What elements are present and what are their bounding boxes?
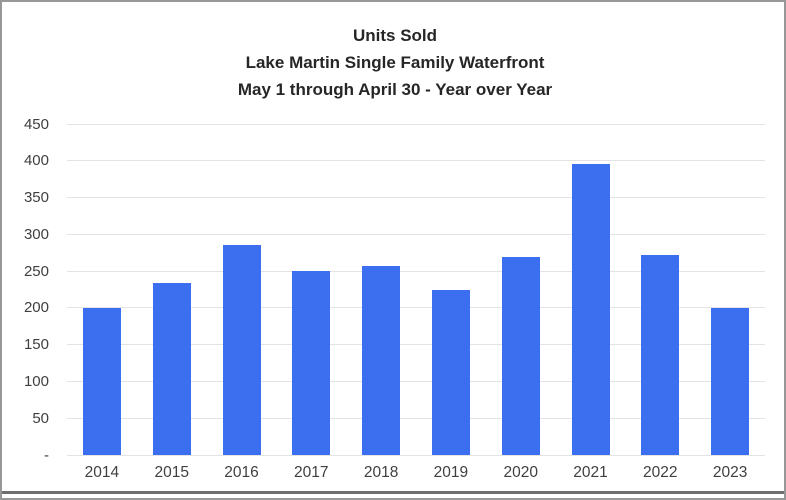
x-tick-label-2016: 2016: [224, 464, 259, 481]
x-tick-label-2015: 2015: [154, 464, 189, 481]
y-tick-label-250: 250: [23, 262, 49, 280]
bar-2018: [362, 265, 401, 455]
chart-title-line-3: May 1 through April 30 - Year over Year: [237, 80, 553, 99]
x-tick-label-2023: 2023: [712, 464, 748, 481]
bar-2015: [152, 282, 191, 455]
gridline-100: [67, 380, 765, 382]
gridline-400: [67, 160, 765, 162]
x-tick-label-2019: 2019: [433, 464, 469, 481]
gridline-450: [67, 123, 765, 125]
x-tick-label-2022: 2022: [643, 464, 678, 481]
y-tick-label-350: 350: [23, 189, 49, 207]
bar-2020: [501, 257, 540, 455]
bar-2014: [82, 307, 121, 455]
y-tick-label-300: 300: [23, 225, 49, 243]
bar-2016: [222, 245, 261, 455]
bar-2023: [711, 307, 750, 455]
gridline-250: [67, 270, 765, 272]
bar-2019: [431, 289, 470, 455]
x-tick-label-2017: 2017: [294, 464, 329, 481]
chart-title: Units Sold Lake Martin Single Family Wat…: [2, 22, 784, 103]
gridline-200: [67, 307, 765, 309]
y-tick-label-450: 450: [23, 115, 49, 133]
gridline-0: [67, 454, 765, 456]
gridline-300: [67, 233, 765, 235]
gridline-50: [67, 417, 765, 419]
gridline-350: [67, 197, 765, 199]
gridline-150: [67, 344, 765, 346]
chart-bottom-border: [2, 491, 784, 494]
y-tick-label-400: 400: [23, 152, 49, 170]
chart-title-line-2: Lake Martin Single Family Waterfront: [245, 53, 545, 72]
x-tick-label-2020: 2020: [503, 464, 538, 481]
x-tick-label-2014: 2014: [84, 464, 120, 481]
bar-2017: [292, 271, 331, 455]
y-tick-label-50: 50: [32, 409, 49, 427]
x-tick-label-2021: 2021: [573, 464, 608, 481]
y-tick-label-100: 100: [23, 372, 49, 390]
chart-title-line-1: Units Sold: [352, 26, 438, 45]
y-tick-label-150: 150: [23, 336, 49, 354]
y-tick-label-200: 200: [23, 299, 49, 317]
y-tick-label-0: -: [44, 446, 49, 464]
bar-2021: [571, 163, 610, 455]
x-tick-label-2018: 2018: [363, 464, 399, 481]
bar-2022: [641, 254, 680, 455]
